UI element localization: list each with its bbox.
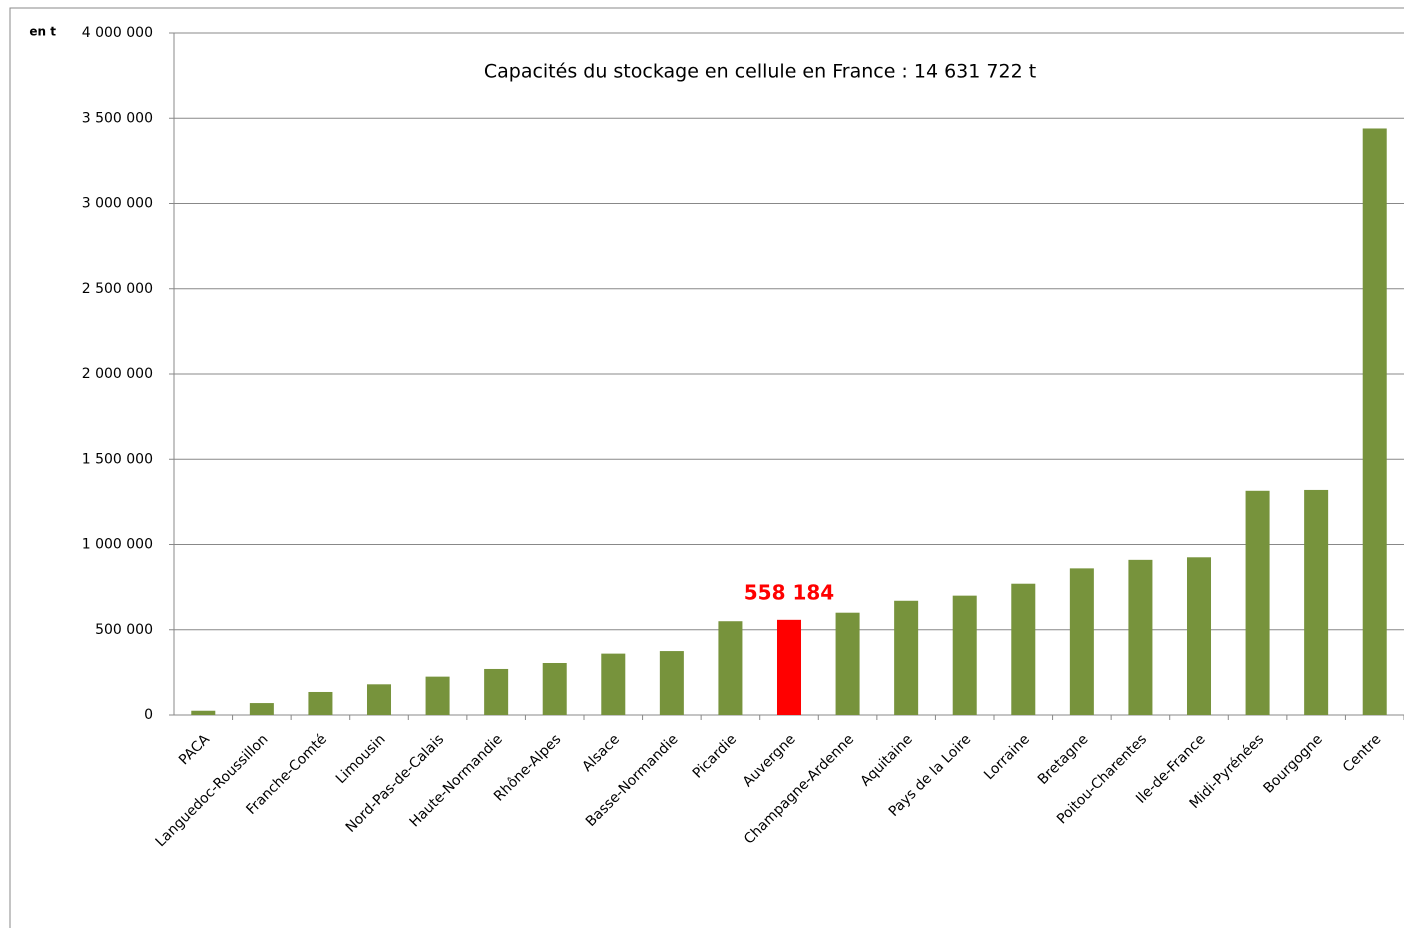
x-tick-label: Alsace: [579, 731, 623, 775]
x-tick-label: Nord-Pas-de-Calais: [343, 731, 448, 836]
y-tick-label: 3 000 000: [82, 196, 153, 212]
bar: [425, 676, 450, 715]
bar: [191, 710, 216, 715]
chart-title: Capacités du stockage en cellule en Fran…: [484, 61, 1036, 83]
x-tick-label: Lorraine: [981, 731, 1033, 783]
bar: [952, 595, 977, 715]
y-tick-label: 2 500 000: [82, 281, 153, 297]
x-tick-label: Champagne-Ardenne: [741, 731, 857, 847]
bar: [1128, 559, 1153, 715]
bar: [1069, 568, 1094, 715]
y-unit-label: en t: [29, 25, 56, 39]
bar: [1186, 557, 1212, 715]
bar: [308, 691, 333, 715]
bar: [1304, 489, 1329, 715]
x-tick-label: Bretagne: [1035, 731, 1092, 788]
x-tick-label: Aquitaine: [858, 731, 916, 789]
data-label: 558 184: [744, 580, 834, 604]
x-tick-label: PACA: [176, 731, 213, 768]
bar: [484, 668, 509, 715]
bar: [1362, 128, 1387, 716]
x-tick-label: Bourgogne: [1260, 731, 1325, 796]
chart-frame: [9, 7, 1404, 928]
bar: [366, 684, 392, 715]
bar: [659, 651, 684, 715]
bar: [718, 621, 743, 715]
x-tick-label: Picardie: [690, 731, 740, 781]
x-tick-label: Auvergne: [740, 731, 799, 790]
y-tick-label: 0: [144, 707, 153, 723]
x-tick-label: Limousin: [333, 731, 389, 787]
bar: [542, 662, 567, 715]
y-tick-label: 1 000 000: [82, 537, 153, 553]
y-tick-label: 4 000 000: [82, 25, 153, 41]
bar: [249, 703, 274, 715]
bar: [835, 612, 860, 715]
bar: [1011, 583, 1036, 715]
y-tick-label: 3 500 000: [82, 110, 153, 126]
y-tick-label: 2 000 000: [82, 366, 153, 382]
bar: [1245, 490, 1270, 715]
x-tick-label: Centre: [1340, 731, 1384, 775]
bar: [894, 600, 919, 715]
bar: [776, 619, 802, 715]
x-tick-label: Languedoc-Roussillon: [153, 731, 272, 850]
y-tick-label: 500 000: [95, 622, 153, 638]
y-tick-label: 1 500 000: [82, 451, 153, 467]
bar: [601, 653, 626, 715]
